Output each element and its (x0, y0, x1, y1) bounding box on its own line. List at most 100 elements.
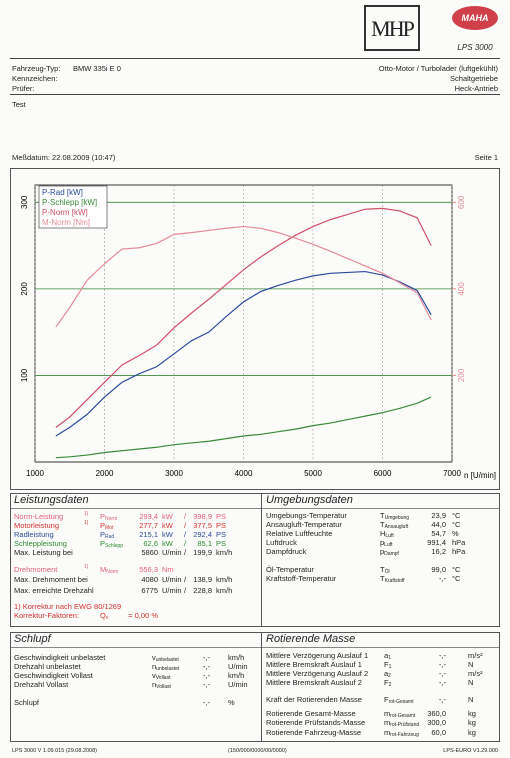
symbol-subscript: Kraftstoff (384, 578, 405, 584)
row-label: Max. Drehmoment bei (14, 575, 88, 584)
row-note: 1) (84, 520, 89, 526)
row-label: Geschwindigkeit unbelastet (14, 653, 106, 662)
y2-tick-label: 200 (457, 368, 466, 382)
legend-entry: M-Norm [Nm] (42, 218, 90, 227)
row-value: 556,3 (139, 565, 158, 574)
y2-tick-label: 600 (457, 195, 466, 209)
symbol-subscript: 1 (388, 655, 391, 661)
row-symbol: a1 (384, 651, 391, 661)
row-value: 398,9 (193, 512, 212, 521)
row-unit: kg (468, 709, 476, 718)
symbol-subscript: 1 (388, 664, 392, 670)
row-unit: N (468, 695, 474, 704)
row-unit: kW (162, 539, 173, 548)
section-title: Schlupf (14, 633, 51, 645)
row-value: -,- (202, 698, 210, 707)
symbol-subscript: unbelastet (156, 666, 180, 672)
row-unit: U/min (228, 662, 248, 671)
symbol-subscript: Mot (105, 525, 114, 531)
rule (262, 508, 499, 509)
symbol-subscript: 2 (388, 682, 392, 688)
row-label: Radleistung (14, 530, 54, 539)
symbol-subscript: rot-Fahrzeug (390, 732, 419, 738)
row-value: 85,1 (197, 539, 212, 548)
section-box (261, 493, 500, 627)
row-symbol: vunbelastet (152, 653, 179, 663)
footer: (150/000/0000/00/0000) (228, 748, 287, 754)
symbol-subscript: Vollast (155, 675, 171, 681)
chart-frame (10, 168, 500, 490)
row-value: 991,4 (427, 538, 446, 547)
row-unit: kW (162, 512, 173, 521)
row-symbol: MNorm (100, 565, 119, 575)
row-unit: °C (452, 520, 461, 529)
row-symbol: nunbelastet (152, 662, 180, 672)
row-value: -,- (438, 695, 446, 704)
row-value: 16,2 (431, 547, 446, 556)
rule (11, 647, 261, 648)
symbol-subscript: unbelastet (155, 657, 179, 663)
row-symbol: F1 (384, 660, 392, 670)
rule (10, 94, 500, 95)
row-symbol: PSchlepp (100, 539, 124, 549)
series-line (55, 270, 432, 437)
row-value: 99,0 (431, 565, 446, 574)
row-symbol: mrot-Prüfstand (384, 718, 420, 728)
row-value: 138,9 (193, 575, 212, 584)
row-unit: U/min (162, 548, 182, 557)
section-title: Umgebungsdaten (266, 494, 353, 506)
row-label: Max. erreichte Drehzahl (14, 586, 94, 595)
row-label: Mittlere Bremskraft Auslauf 2 (266, 678, 362, 687)
x-tick-label: 1000 (26, 469, 44, 478)
x-tick-label: 2000 (96, 469, 114, 478)
row-label: Schlupf (14, 698, 40, 707)
row-value: 292,4 (193, 530, 212, 539)
logo-text: MAHA (461, 13, 489, 23)
row-separator: / (184, 575, 187, 584)
row-value: 23,9 (431, 511, 446, 520)
symbol-subscript: rot-Prüfstand (390, 722, 420, 728)
x-tick-label: 6000 (374, 469, 392, 478)
model: LPS 3000 (457, 43, 493, 52)
legend-entry: P-Rad [kW] (42, 188, 83, 197)
row-value: -,- (202, 671, 210, 680)
row-unit: km/h (216, 586, 233, 595)
row-symbol: vVollast (152, 671, 171, 681)
row-unit: % (228, 698, 235, 707)
row-value: = 0,00 % (128, 611, 158, 620)
row-symbol: Frot-Gesamt (384, 695, 414, 705)
row-label: Max. Leistung bei (14, 548, 73, 557)
rule (10, 58, 500, 59)
symbol-subscript: Luft (384, 542, 393, 548)
row-unit: Nm (162, 565, 174, 574)
row-label: Motorleistung (14, 521, 60, 530)
y-tick-label: 100 (20, 368, 29, 382)
row-label: Luftdruck (266, 538, 297, 547)
symbol-subscript: Ansaugluft (384, 524, 409, 530)
row-label: Relative Luftfeuchte (266, 529, 333, 538)
row-unit: km/h (228, 671, 245, 680)
row-symbol: TAnsaugluft (380, 520, 409, 530)
row-label: Umgebungs-Temperatur (266, 511, 347, 520)
label: Prüfer: (12, 84, 35, 93)
section-title: Rotierende Masse (266, 633, 356, 645)
symbol-subscript: Öl (384, 569, 390, 575)
logo-text: MHP (371, 16, 415, 41)
y-tick-label: 300 (20, 195, 29, 209)
symbol-subscript: v (105, 615, 109, 621)
row-unit: km/h (228, 653, 245, 662)
row-symbol: nVollast (152, 680, 171, 690)
row-symbol: PNorm (100, 512, 118, 522)
row-unit: N (468, 678, 474, 687)
legend-box (38, 185, 108, 229)
symbol-subscript: Norm (105, 516, 118, 522)
engine: Otto-Motor / Turbolader (luftgekühlt) (378, 64, 498, 73)
row-value: 4080 (141, 575, 158, 584)
row-value: -,- (438, 660, 446, 669)
symbol-subscript: rot-Gesamt (390, 713, 416, 719)
row-unit: kW (162, 530, 173, 539)
row-label: Schleppleistung (14, 539, 67, 548)
legend-entry: P-Norm [kW] (42, 208, 88, 217)
row-unit: PS (216, 512, 227, 521)
row-label: Korrektur-Faktoren: (14, 611, 80, 620)
